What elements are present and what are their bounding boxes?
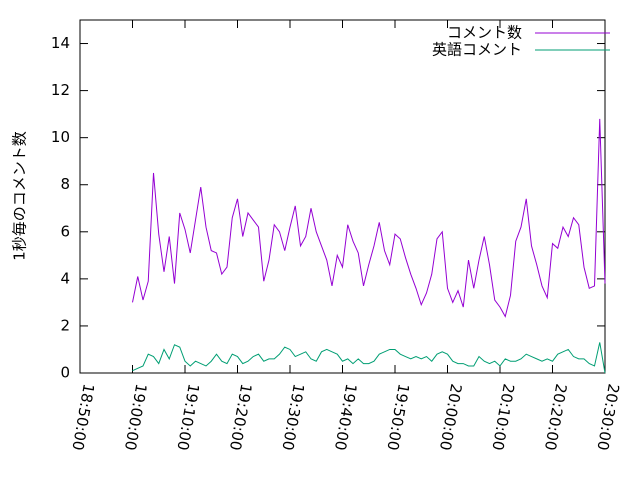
y-tick-label: 0: [60, 364, 70, 382]
x-tick-label: 19:00:00: [121, 382, 150, 451]
y-tick-label: 10: [51, 128, 70, 146]
legend-label: 英語コメント: [432, 41, 522, 59]
series-line: [132, 118, 606, 318]
x-tick-label: 19:20:00: [226, 382, 255, 451]
y-axis-label: 1秒毎のコメント数: [11, 131, 29, 261]
y-tick-label: 14: [51, 34, 70, 52]
y-tick-label: 4: [60, 269, 70, 287]
legend-label: コメント数: [447, 24, 522, 42]
x-tick-label: 18:50:00: [68, 382, 97, 451]
x-tick-label: 20:20:00: [541, 382, 570, 451]
y-tick-label: 6: [60, 222, 70, 240]
y-tick-label: 12: [51, 81, 70, 99]
x-tick-label: 20:00:00: [436, 382, 465, 451]
x-tick-label: 19:10:00: [173, 382, 202, 451]
series-line: [132, 342, 606, 374]
x-tick-label: 20:10:00: [488, 382, 517, 451]
x-tick-label: 19:30:00: [278, 382, 307, 451]
x-tick-label: 19:50:00: [383, 382, 412, 451]
y-tick-label: 8: [60, 175, 70, 193]
x-tick-label: 19:40:00: [331, 382, 360, 451]
plot-frame: [79, 19, 606, 374]
x-tick-label: 20:30:00: [593, 382, 622, 451]
y-tick-label: 2: [60, 316, 70, 334]
